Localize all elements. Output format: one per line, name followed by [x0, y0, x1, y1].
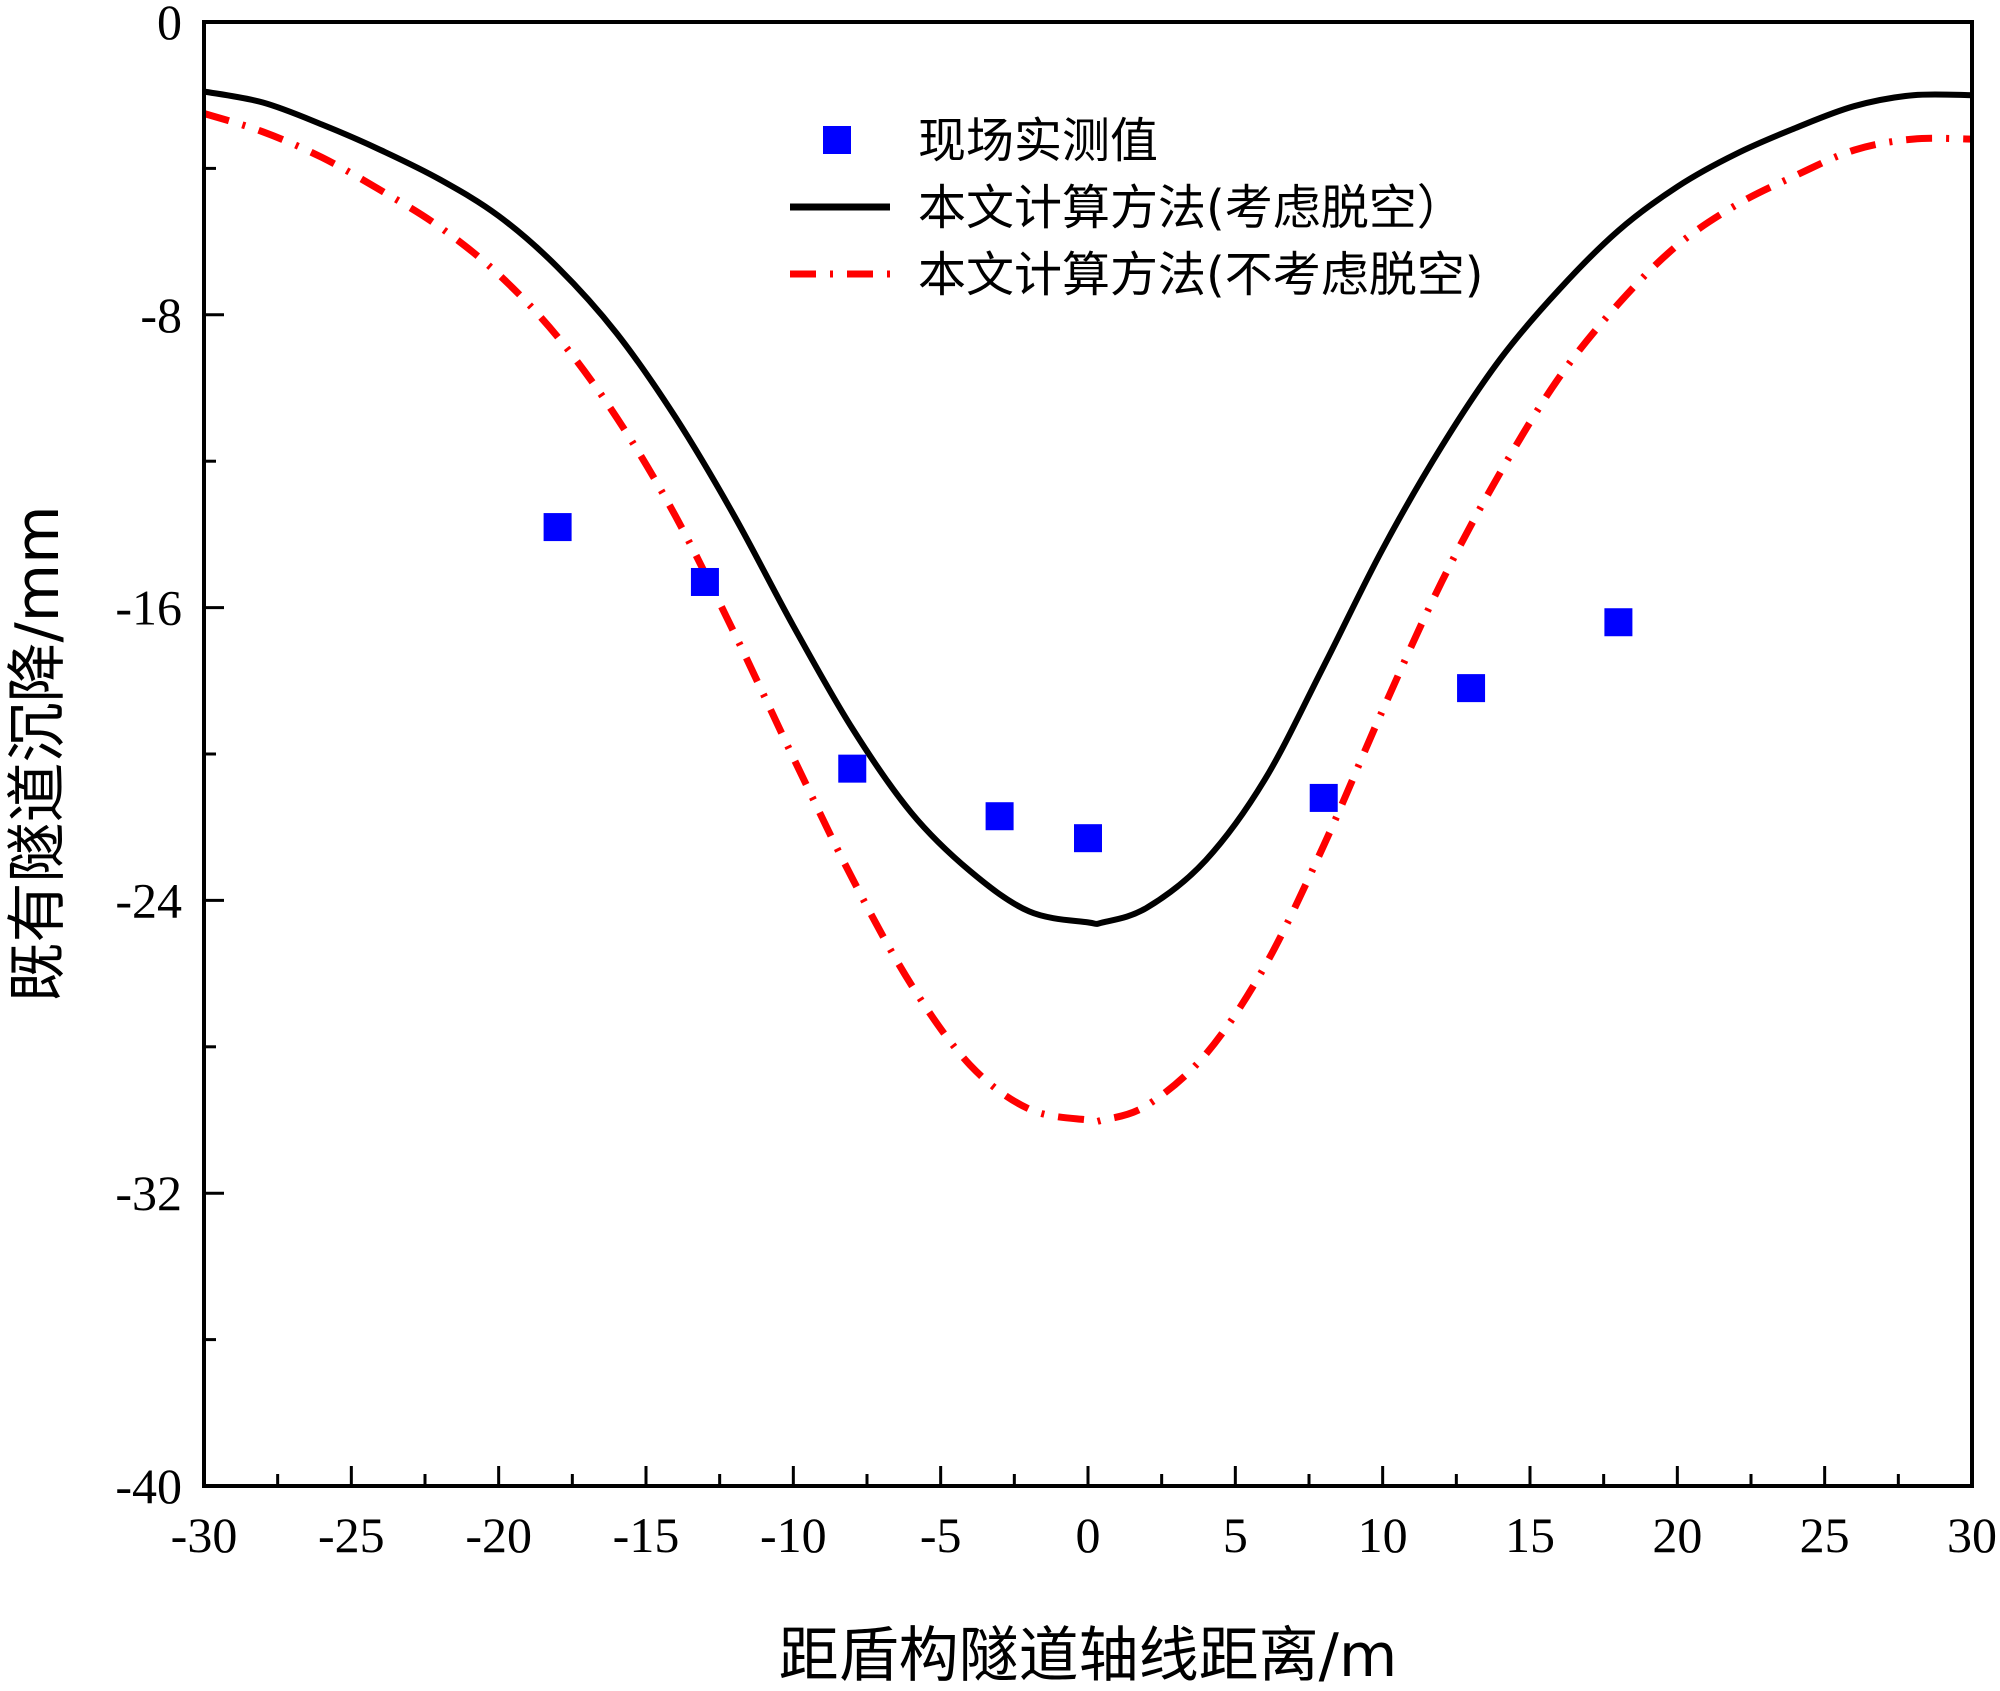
x-tick-label: -5: [920, 1507, 962, 1563]
legend-label: 本文计算方法(考虑脱空）: [918, 180, 1465, 236]
ticks-layer: -30 -25 -20 -15 -10 -5 0 5 10 15 20 25 30 0 -8 -16 -24 -3…: [115, 0, 1997, 1563]
x-tick-label: 0: [1076, 1507, 1101, 1563]
x-tick-label: -15: [613, 1507, 680, 1563]
series-layer: [202, 88, 1973, 1126]
data-point-marker: [985, 802, 1014, 831]
y-tick-label: -24: [115, 872, 182, 928]
x-tick-label: -30: [171, 1507, 238, 1563]
series-line-1: [203, 88, 1973, 927]
data-point-marker: [543, 513, 572, 542]
series-line-2: [202, 110, 1973, 1126]
legend-label: 本文计算方法(不考虑脱空): [918, 247, 1483, 303]
data-point-marker: [838, 754, 867, 783]
x-tick-label: -20: [465, 1507, 532, 1563]
x-axis-title: 距盾构隧道轴线距离/m: [779, 1621, 1398, 1691]
x-tick-label: 25: [1800, 1507, 1850, 1563]
y-tick-label: -32: [115, 1165, 182, 1221]
legend-marker-scatter: [823, 126, 851, 154]
y-tick-label: -8: [140, 287, 182, 343]
y-tick-label: -16: [115, 580, 182, 636]
data-point-marker: [690, 567, 719, 596]
data-point-marker: [1457, 674, 1486, 703]
x-tick-label: -25: [318, 1507, 385, 1563]
y-axis-title: 既有隧道沉降/mm: [3, 505, 73, 1002]
x-tick-label: 5: [1223, 1507, 1248, 1563]
data-point-marker: [1604, 608, 1633, 637]
data-point-marker: [1074, 824, 1102, 853]
y-tick-label: 0: [157, 0, 182, 50]
x-tick-label: 20: [1652, 1507, 1702, 1563]
y-tick-label: -40: [115, 1458, 182, 1514]
data-point-marker: [1309, 783, 1338, 812]
x-tick-label: 10: [1358, 1507, 1408, 1563]
legend-label: 现场实测值: [918, 113, 1158, 169]
x-tick-label: -10: [760, 1507, 827, 1563]
x-tick-label: 30: [1947, 1507, 1997, 1563]
x-tick-label: 15: [1505, 1507, 1555, 1563]
